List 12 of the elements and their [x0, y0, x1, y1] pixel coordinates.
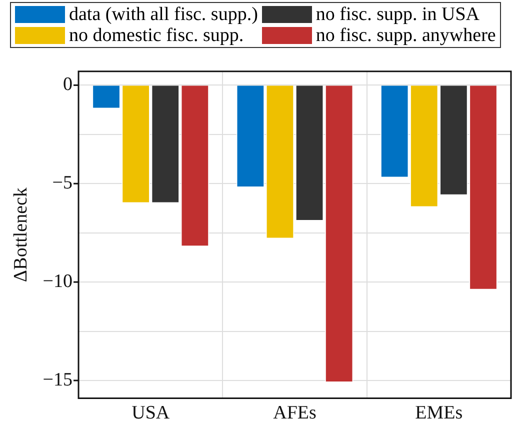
legend-label: no fisc. supp. in USA: [316, 4, 480, 25]
legend-label: no fisc. supp. anywhere: [316, 25, 496, 46]
x-tick-label: USA: [132, 402, 170, 424]
legend-label: no domestic fisc. supp.: [69, 25, 244, 46]
y-axis-title: ΔBottleneck: [10, 187, 32, 282]
y-tick-label: −5: [52, 172, 73, 194]
x-tick-label: AFEs: [273, 402, 316, 424]
y-tick-label: 0: [63, 74, 73, 96]
x-tick-label: EMEs: [415, 402, 463, 424]
y-tick-label: −15: [42, 369, 73, 390]
legend-label: data (with all fisc. supp.): [69, 4, 258, 25]
y-tick-label: −10: [42, 271, 73, 292]
